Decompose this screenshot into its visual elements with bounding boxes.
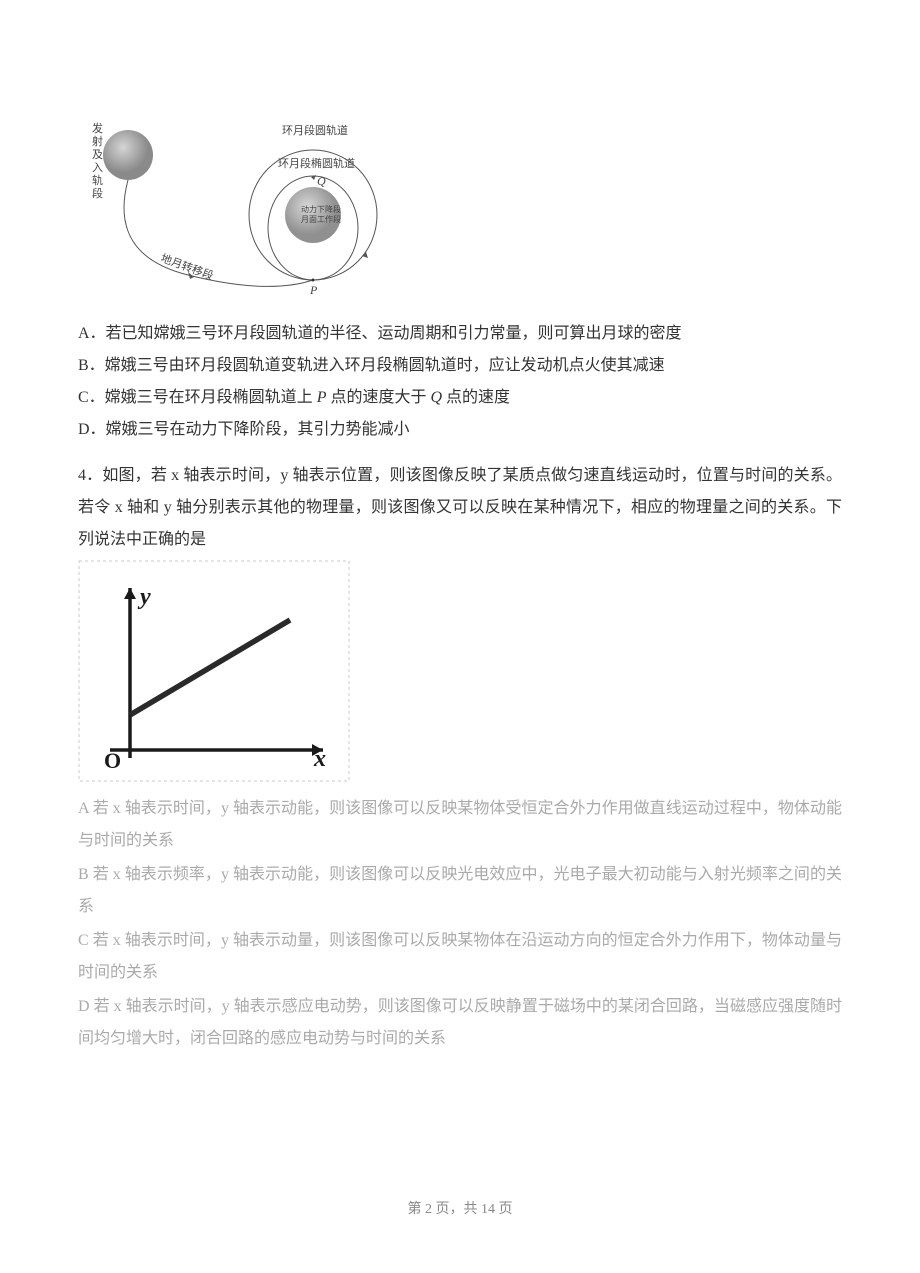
q3-option-b: B．嫦娥三号由环月段圆轨道变轨进入环月段椭圆轨道时，应让发动机点火使其减速 xyxy=(78,350,842,382)
q4-option-b: B 若 x 轴表示频率，y 轴表示动能，则该图像可以反映光电效应中，光电子最大初… xyxy=(78,859,842,923)
page-footer: 第 2 页，共 14 页 xyxy=(0,1198,920,1218)
svg-text:y: y xyxy=(137,584,151,610)
svg-text:月面工作段: 月面工作段 xyxy=(301,214,341,224)
q3-option-a: A．若已知嫦娥三号环月段圆轨道的半径、运动周期和引力常量，则可算出月球的密度 xyxy=(78,318,842,350)
svg-text:环月段圆轨道: 环月段圆轨道 xyxy=(282,123,348,137)
svg-text:入: 入 xyxy=(92,162,103,174)
svg-text:段: 段 xyxy=(92,186,103,200)
q4-option-a: A 若 x 轴表示时间，y 轴表示动能，则该图像可以反映某物体受恒定合外力作用做… xyxy=(78,793,842,857)
q4-option-d: D 若 x 轴表示时间，y 轴表示感应电动势，则该图像可以反映静置于磁场中的某闭… xyxy=(78,991,842,1055)
svg-text:Q: Q xyxy=(317,174,326,188)
svg-text:O: O xyxy=(104,748,121,773)
orbit-diagram: 发 射 及 入 轨 段 地月转移段 环月段圆轨道 环月段椭圆轨道 动力下降段 月… xyxy=(78,100,842,300)
q4-option-c: C 若 x 轴表示时间，y 轴表示动量，则该图像可以反映某物体在沿运动方向的恒定… xyxy=(78,925,842,989)
q3-option-d: D．嫦娥三号在动力下降阶段，其引力势能减小 xyxy=(78,414,842,446)
q4-intro: 4．如图，若 x 轴表示时间，y 轴表示位置，则该图像反映了某质点做匀速直线运动… xyxy=(78,460,842,556)
svg-text:x: x xyxy=(313,746,326,772)
svg-text:轨: 轨 xyxy=(92,173,103,187)
svg-text:发: 发 xyxy=(92,121,103,135)
svg-text:P: P xyxy=(309,283,318,297)
xy-graph: y x O xyxy=(78,560,842,787)
svg-text:环月段椭圆轨道: 环月段椭圆轨道 xyxy=(278,156,355,170)
svg-text:及: 及 xyxy=(92,149,103,161)
svg-text:动力下降段: 动力下降段 xyxy=(301,204,341,214)
svg-text:地月转移段: 地月转移段 xyxy=(159,251,215,283)
svg-text:射: 射 xyxy=(92,134,103,148)
q3-option-c: C．嫦娥三号在环月段椭圆轨道上 P 点的速度大于 Q 点的速度 xyxy=(78,382,842,414)
